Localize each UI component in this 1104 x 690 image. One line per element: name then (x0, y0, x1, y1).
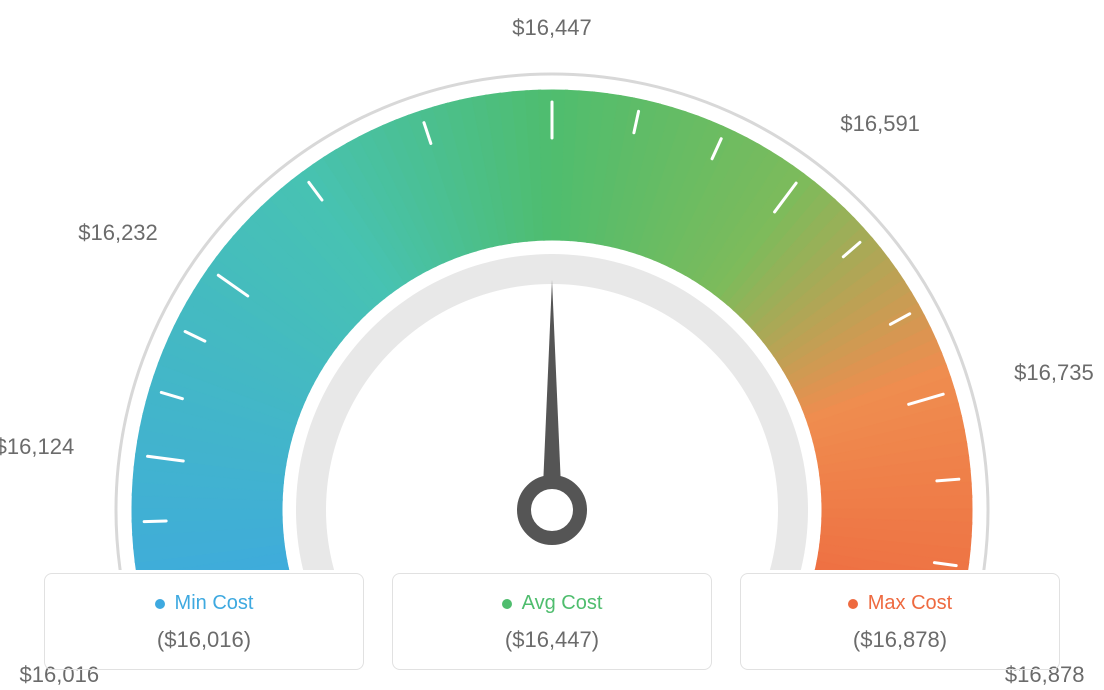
legend-title-text: Avg Cost (522, 592, 603, 615)
legend-row: Min Cost ($16,016) Avg Cost ($16,447) Ma… (0, 573, 1104, 670)
legend-card-max: Max Cost ($16,878) (740, 573, 1060, 670)
gauge-tick-label: $16,447 (512, 15, 592, 41)
gauge-tick-label: $16,735 (1014, 360, 1094, 386)
gauge-container: $16,016$16,124$16,232$16,447$16,591$16,7… (0, 0, 1104, 540)
legend-value-max: ($16,878) (751, 627, 1049, 653)
legend-title-text: Max Cost (868, 592, 952, 615)
dot-icon (155, 599, 165, 609)
dot-icon (502, 599, 512, 609)
gauge-chart (0, 50, 1104, 570)
legend-card-avg: Avg Cost ($16,447) (392, 573, 712, 670)
legend-value-avg: ($16,447) (403, 627, 701, 653)
legend-title-min: Min Cost (155, 592, 254, 615)
dot-icon (848, 599, 858, 609)
gauge-tick-label: $16,124 (0, 434, 74, 460)
legend-title-max: Max Cost (848, 592, 952, 615)
legend-title-text: Min Cost (175, 592, 254, 615)
legend-card-min: Min Cost ($16,016) (44, 573, 364, 670)
gauge-tick-label: $16,232 (78, 220, 158, 246)
gauge-tick-label: $16,591 (840, 111, 920, 137)
legend-title-avg: Avg Cost (502, 592, 603, 615)
legend-value-min: ($16,016) (55, 627, 353, 653)
